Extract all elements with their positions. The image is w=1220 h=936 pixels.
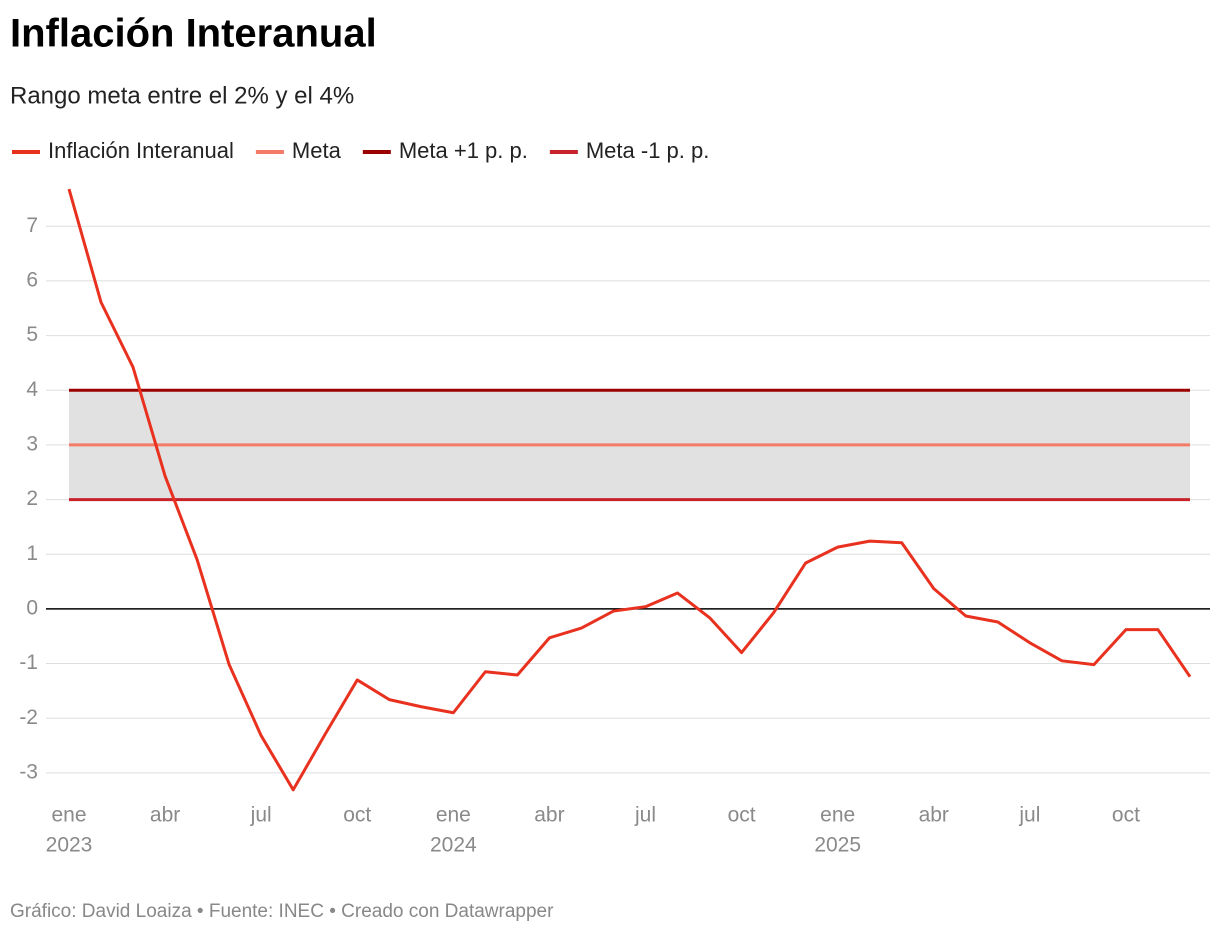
x-tick-label: ene (436, 804, 471, 827)
x-year-label: 2025 (814, 834, 861, 857)
x-tick-label: oct (728, 804, 756, 827)
legend-label: Inflación Interanual (48, 138, 234, 163)
x-tick-label: abr (919, 804, 949, 827)
y-tick-label: 1 (26, 542, 38, 565)
legend-label: Meta -1 p. p. (586, 138, 710, 163)
x-year-label: 2024 (430, 834, 477, 857)
y-tick-label: 3 (26, 432, 38, 455)
chart-title: Inflación Interanual (10, 12, 377, 56)
x-tick-label: ene (820, 804, 855, 827)
y-tick-label: 4 (26, 378, 38, 401)
x-tick-label: jul (1018, 804, 1040, 827)
y-tick-label: 0 (26, 596, 38, 619)
legend-label: Meta +1 p. p. (399, 138, 528, 163)
chart-subtitle: Rango meta entre el 2% y el 4% (10, 82, 354, 109)
y-tick-label: -2 (19, 706, 38, 729)
series-line (67, 188, 1192, 792)
y-tick-label: 5 (26, 323, 38, 346)
x-tick-label: jul (634, 804, 656, 827)
x-tick-label: abr (534, 804, 564, 827)
x-year-label: 2023 (46, 834, 93, 857)
y-tick-label: -3 (19, 760, 38, 783)
x-tick-label: oct (1112, 804, 1140, 827)
footer: Gráfico: David Loaiza • Fuente: INEC • C… (10, 901, 554, 922)
plot (67, 188, 1192, 792)
x-tick-label: abr (150, 804, 180, 827)
y-tick-label: -1 (19, 651, 38, 674)
grid: -3 -2 -1 0 1 2 3 4 5 6 7 ene abr jul oct ene abr jul oct en… (19, 214, 1210, 857)
legend: Inflación Interanual Meta Meta +1 p. p. Met… (12, 138, 709, 163)
x-tick-label: jul (250, 804, 272, 827)
y-tick-label: 2 (26, 487, 38, 510)
legend-label: Meta (292, 138, 342, 163)
x-tick-label: oct (343, 804, 371, 827)
y-tick-label: 6 (26, 268, 38, 291)
y-tick-label: 7 (26, 214, 38, 237)
x-tick-label: ene (51, 804, 86, 827)
